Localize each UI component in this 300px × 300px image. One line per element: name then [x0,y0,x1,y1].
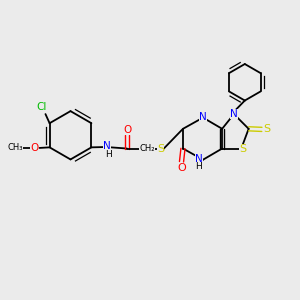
Text: H: H [105,150,112,159]
Text: O: O [123,125,131,135]
Text: N: N [199,112,207,122]
Text: S: S [239,144,246,154]
Text: N: N [230,109,238,119]
Text: CH₃: CH₃ [8,143,23,152]
Text: N: N [195,154,203,164]
Text: N: N [103,142,111,152]
Text: CH₂: CH₂ [139,144,155,153]
Text: H: H [196,162,202,171]
Text: Cl: Cl [36,102,46,112]
Text: S: S [264,124,271,134]
Text: O: O [177,163,186,173]
Text: O: O [30,143,38,153]
Text: S: S [157,143,164,154]
